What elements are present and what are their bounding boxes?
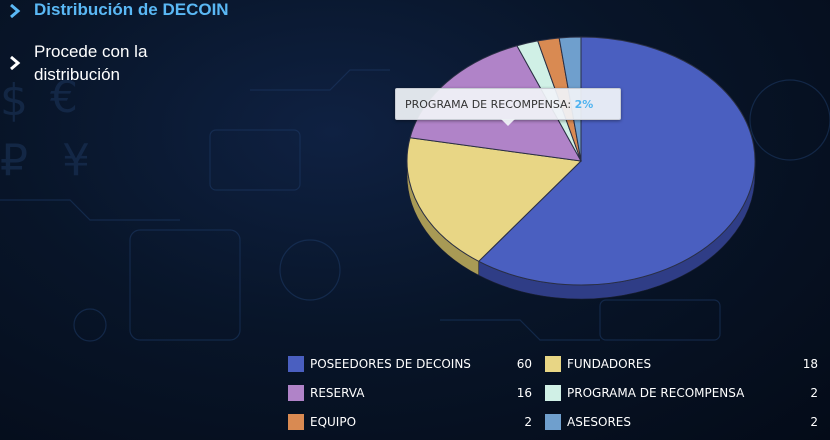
legend-item[interactable]: PROGRAMA DE RECOMPENSA 2 xyxy=(545,378,818,407)
legend-value: 16 xyxy=(516,385,532,400)
legend-value: 60 xyxy=(516,356,532,371)
legend-swatch xyxy=(545,413,561,430)
nav-item-label: Procede con la distribución xyxy=(34,42,148,84)
legend-label: ASESORES xyxy=(567,414,632,429)
legend-value: 2 xyxy=(810,385,818,400)
legend-item[interactable]: FUNDADORES 18 xyxy=(545,349,818,378)
legend-item[interactable]: EQUIPO 2 xyxy=(288,407,545,436)
legend-swatch xyxy=(545,384,561,401)
legend-item[interactable]: ASESORES 2 xyxy=(545,407,818,436)
legend-value: 2 xyxy=(810,414,818,429)
legend-swatch xyxy=(288,355,304,372)
tooltip-name: PROGRAMA DE RECOMPENSA xyxy=(405,98,568,111)
yen-glyph: ¥ xyxy=(62,135,90,186)
tooltip-arrow xyxy=(501,119,515,126)
nav-item-procede[interactable]: Procede con la distribución xyxy=(8,40,208,86)
legend-label: RESERVA xyxy=(310,385,365,400)
legend-label: PROGRAMA DE RECOMPENSA xyxy=(567,385,745,400)
legend-value: 18 xyxy=(802,356,818,371)
legend-item[interactable]: POSEEDORES DE DECOINS 60 xyxy=(288,349,545,378)
nav-item-label: Distribución de DECOIN xyxy=(34,0,229,19)
legend-swatch xyxy=(288,384,304,401)
chart-tooltip: PROGRAMA DE RECOMPENSA: 2% xyxy=(395,88,621,126)
legend-label: POSEEDORES DE DECOINS xyxy=(310,356,471,371)
ruble-glyph: ₽ xyxy=(0,135,28,186)
pie-slice-poseedores-de-decoins[interactable] xyxy=(477,36,756,286)
chevron-right-icon xyxy=(10,56,21,70)
chart-legend: POSEEDORES DE DECOINS 60 FUNDADORES 18 RESER… xyxy=(288,349,818,436)
nav-item-distribucion[interactable]: Distribución de DECOIN xyxy=(8,0,229,20)
legend-label: EQUIPO xyxy=(310,414,357,429)
pie-slice-fundadores[interactable] xyxy=(406,137,583,262)
chevron-right-icon xyxy=(10,4,21,18)
pie-chart-svg xyxy=(406,36,756,300)
pie-chart: PROGRAMA DE RECOMPENSA: 2% xyxy=(395,28,775,318)
legend-swatch xyxy=(288,413,304,430)
legend-value: 2 xyxy=(524,414,532,429)
legend-item[interactable]: RESERVA 16 xyxy=(288,378,545,407)
tooltip-value: 2% xyxy=(574,98,594,111)
legend-label: FUNDADORES xyxy=(567,356,652,371)
legend-swatch xyxy=(545,355,561,372)
